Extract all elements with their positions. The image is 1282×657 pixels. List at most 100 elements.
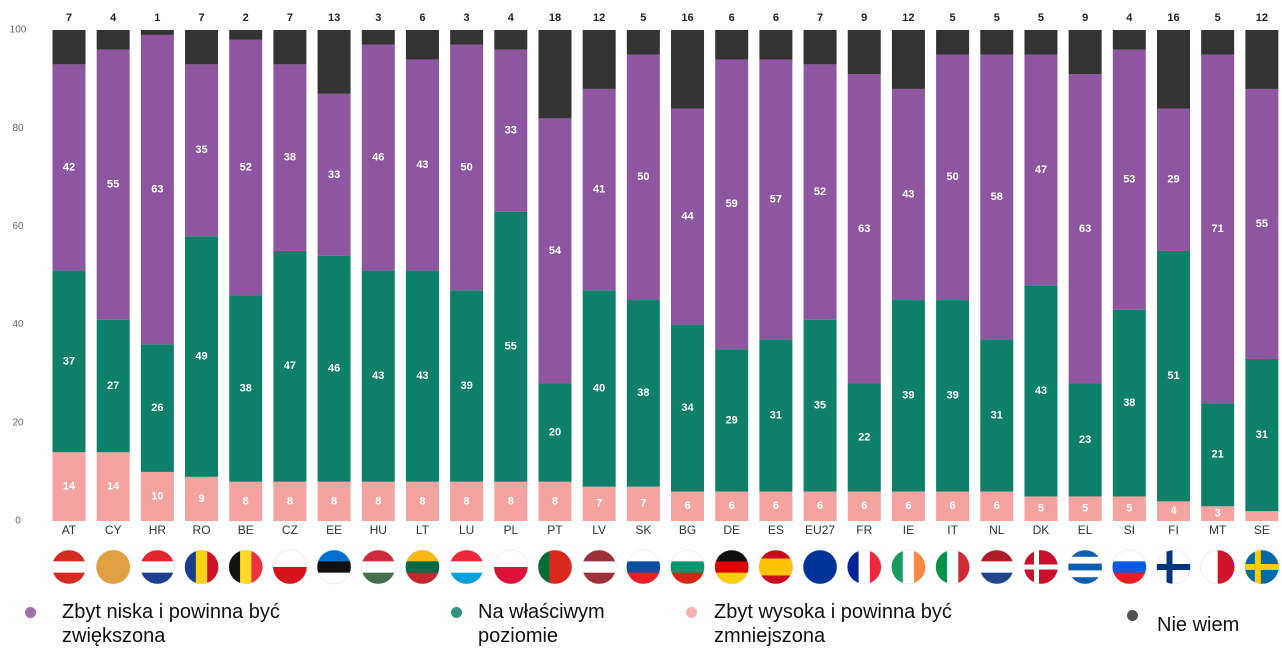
data-label: 57 — [770, 193, 782, 205]
data-label: 63 — [1079, 223, 1091, 235]
bar-segment — [1024, 285, 1058, 497]
flag-stripe — [96, 550, 131, 584]
flag — [1200, 549, 1235, 585]
bar-segment — [405, 481, 439, 521]
data-label: 4 — [1170, 505, 1177, 517]
x-tick-label: CZ — [282, 523, 298, 537]
bar-segment — [450, 290, 484, 482]
x-tick-label: EU27 — [805, 523, 835, 537]
bar-segment — [140, 30, 174, 35]
flag-rim — [846, 549, 882, 585]
flag-rim — [184, 549, 219, 585]
flag-stripe — [714, 550, 749, 562]
bar-segment — [317, 481, 351, 521]
bar-segment — [847, 30, 881, 75]
bar-segment — [361, 270, 395, 482]
flag-stripe — [207, 550, 219, 584]
flag-stripe — [858, 550, 871, 584]
flag — [228, 549, 263, 585]
flag-stripe — [914, 550, 926, 584]
data-label: 6 — [994, 500, 1000, 512]
bar-segment — [405, 59, 439, 271]
flag — [626, 549, 661, 585]
x-tick-label: ES — [768, 523, 784, 537]
flag-stripe — [758, 567, 793, 576]
data-label: 14 — [63, 481, 76, 493]
flag-stripe — [758, 575, 793, 584]
data-label: 54 — [549, 245, 562, 257]
bar-segment — [1112, 309, 1146, 497]
data-label: 3 — [1215, 508, 1221, 520]
data-label: 21 — [1212, 449, 1224, 461]
flag — [272, 549, 308, 585]
flag — [316, 549, 352, 585]
flag-stripe — [803, 550, 838, 584]
x-tick-label: RO — [193, 523, 211, 537]
flag-cross — [1244, 564, 1279, 570]
data-label: 27 — [107, 380, 119, 392]
bar-segment — [626, 486, 660, 521]
flag-body — [361, 550, 396, 584]
flag-stripe — [560, 550, 572, 584]
flag-body — [228, 550, 263, 584]
flag-stripe — [1112, 550, 1147, 562]
flag-stripe — [537, 550, 550, 584]
x-tick-label: FR — [856, 523, 872, 537]
data-label: 16 — [1167, 12, 1179, 24]
bar-segment — [229, 481, 263, 521]
flag-cross — [1156, 564, 1191, 570]
flag-rim — [581, 549, 617, 585]
flag-rim — [1156, 549, 1191, 585]
flag-body — [405, 550, 440, 584]
bar-segment — [936, 54, 970, 301]
data-label: 7 — [596, 498, 602, 510]
bar-segment — [140, 471, 174, 521]
flag-stripe — [626, 550, 661, 562]
bar-segment — [450, 481, 484, 521]
data-label: 47 — [1035, 164, 1047, 176]
data-label: 50 — [637, 171, 649, 183]
x-tick-label: BE — [238, 523, 254, 537]
data-label: 59 — [726, 198, 738, 210]
flag-stripe — [405, 550, 440, 562]
x-tick-label: LV — [592, 523, 606, 537]
flag-rim — [758, 549, 794, 585]
x-tick-label: EE — [326, 523, 342, 537]
flag — [537, 549, 573, 585]
flag-stripe — [549, 550, 562, 584]
flag — [846, 549, 882, 585]
flag-stripe — [493, 550, 528, 568]
data-label: 10 — [151, 490, 163, 502]
flag — [493, 549, 529, 585]
bar-segment — [1112, 49, 1146, 310]
bar-segment — [494, 30, 528, 50]
data-label: 31 — [1256, 429, 1268, 441]
flag-body — [493, 550, 528, 584]
bar-segment — [96, 452, 130, 521]
bar-segment — [185, 64, 219, 237]
data-label: 7 — [198, 12, 204, 24]
bar-segment — [405, 270, 439, 482]
data-label: 43 — [902, 188, 914, 200]
legend-label: Na właściwym poziomie — [478, 601, 605, 647]
bar-segment — [229, 39, 263, 296]
flag-stripe — [449, 550, 484, 562]
flag-stripe — [1112, 572, 1147, 584]
flag-rim — [228, 549, 263, 585]
bar-segment — [538, 383, 572, 482]
flag-stripe — [582, 550, 617, 562]
data-label: 12 — [1256, 12, 1268, 24]
flag-body — [847, 550, 882, 584]
flag-stripe — [1068, 550, 1103, 558]
legend-label: Zbyt wysoka i powinna być zmniejszona — [714, 601, 952, 647]
data-label: 8 — [552, 495, 558, 507]
x-tick-label: FI — [1168, 523, 1179, 537]
bar-segment — [361, 44, 395, 271]
flag-stripe — [317, 572, 352, 584]
bar-segment — [626, 54, 660, 301]
flag-rim — [405, 549, 440, 585]
data-label: 6 — [817, 500, 823, 512]
data-label: 12 — [593, 12, 605, 24]
flag-stripe — [361, 561, 396, 574]
flag — [891, 549, 926, 585]
